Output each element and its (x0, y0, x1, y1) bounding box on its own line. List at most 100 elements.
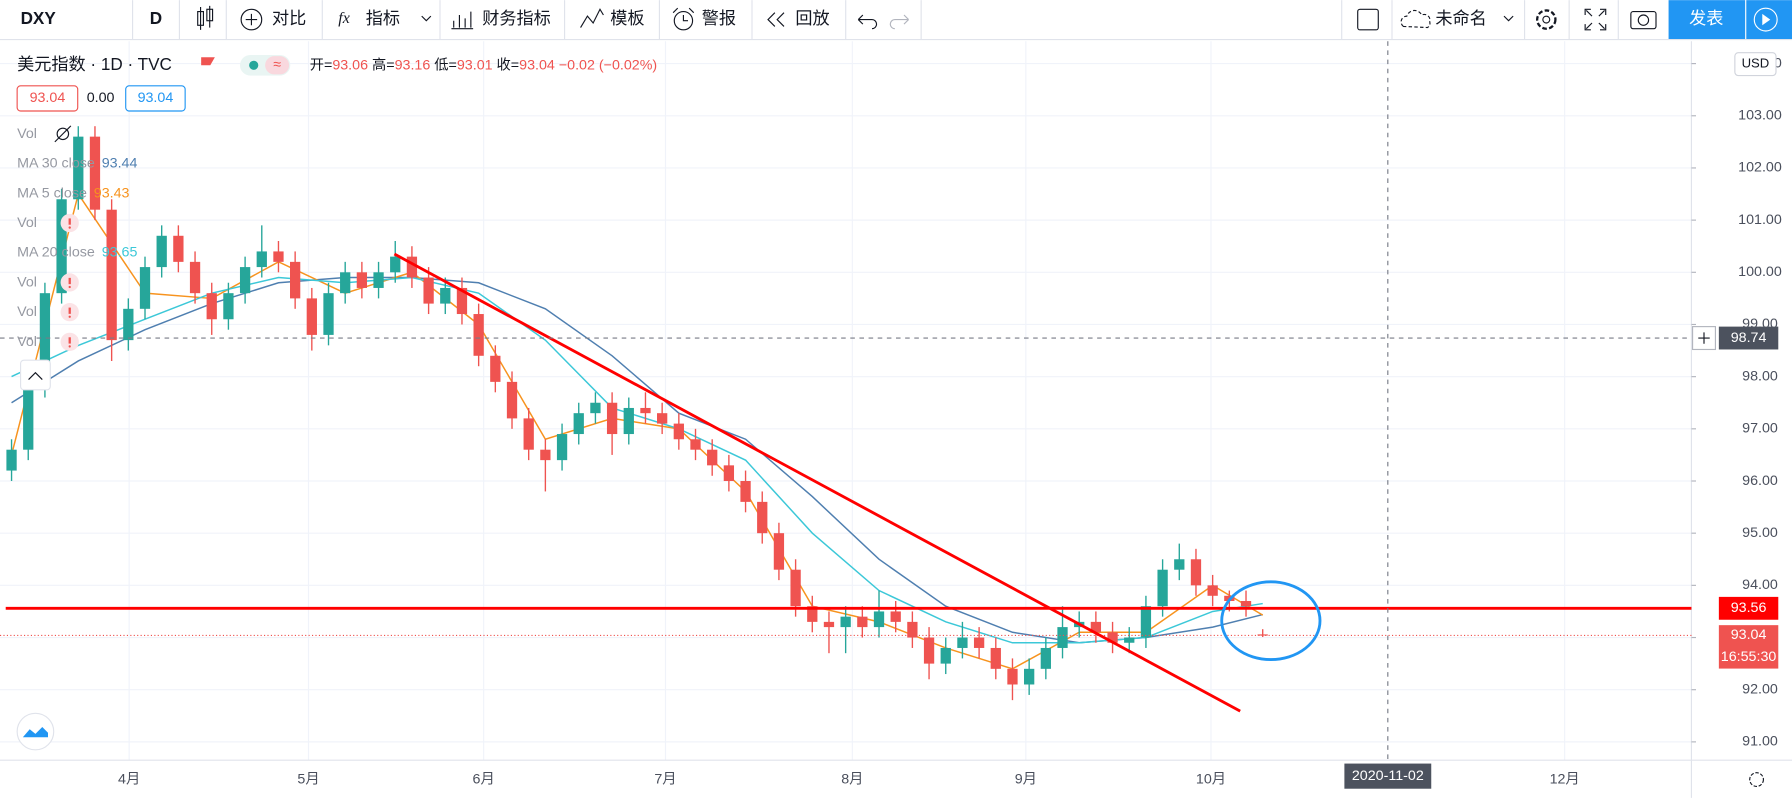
cloud-icon[interactable] (1400, 9, 1431, 29)
toolbar-item[interactable]: 指标 (366, 8, 400, 28)
candle-body (73, 136, 84, 200)
legend-title: 美元指数 · 1D · TVC (17, 54, 172, 74)
candle-body (540, 449, 551, 461)
y-tick-label: 101.00 (1738, 212, 1782, 228)
replay-icon[interactable] (767, 12, 785, 27)
ask-box[interactable] (125, 85, 186, 112)
play-icon (1753, 7, 1778, 32)
template-icon[interactable] (580, 8, 604, 28)
last-price-box (1718, 625, 1779, 669)
visibility-icon[interactable] (56, 127, 70, 141)
publish-label[interactable]: 发表 (1689, 8, 1723, 28)
candle-body (39, 293, 51, 388)
candle-body (56, 199, 67, 294)
candle-body (23, 387, 34, 450)
indicator-row[interactable]: Vol (17, 334, 37, 350)
candle-body (573, 413, 584, 435)
candle-body (123, 308, 134, 341)
dropdown-arrow[interactable] (1503, 15, 1514, 22)
bid-box[interactable] (16, 85, 79, 112)
candle-body (1190, 559, 1202, 586)
compare-icon[interactable] (240, 8, 263, 31)
candle-body (106, 209, 117, 341)
toolbar-item[interactable]: 财务指标 (482, 8, 551, 28)
collapse-arrow (28, 371, 43, 380)
toolbar-item[interactable]: 对比 (272, 8, 306, 28)
interval[interactable]: D (150, 8, 162, 28)
indicator-row[interactable]: Vol (17, 215, 37, 231)
ohlc-label: 高= (372, 56, 395, 73)
indicator-row[interactable]: Vol (17, 126, 37, 142)
candle-body (206, 293, 217, 320)
x-tick-label: 8月 (841, 771, 863, 787)
candle-body (156, 235, 167, 268)
currency: USD (1742, 56, 1770, 71)
indicator-name: Vol (17, 215, 37, 231)
y-tick-label: 94.00 (1742, 577, 1778, 593)
candle-body (89, 136, 101, 210)
candle-body (373, 272, 384, 288)
candle-body (907, 621, 918, 638)
flag-icon[interactable] (201, 57, 215, 66)
candle-body (590, 402, 601, 414)
toolbar-item[interactable]: 回放 (795, 8, 829, 28)
axis-settings[interactable] (1749, 772, 1764, 787)
layout-name[interactable]: 未命名 (1435, 8, 1486, 28)
indicator-row[interactable]: Vol (17, 274, 37, 290)
alert-icon[interactable] (673, 10, 694, 31)
candle-body (873, 611, 885, 628)
fullscreen-layout-icon[interactable] (1357, 8, 1379, 31)
financials-icon[interactable] (451, 11, 474, 30)
indicator-name: MA 30 close (17, 155, 95, 171)
candle-body (973, 637, 985, 648)
overlay: 2020-11-02 98.74 93.56 93.04 16:55:30 USD (0, 41, 1779, 789)
ohlc-value: 93.16 (395, 57, 431, 73)
candle-body (490, 355, 501, 382)
x-tick-label: 7月 (654, 771, 676, 787)
settings-button[interactable] (1536, 9, 1557, 30)
currency-box[interactable] (1734, 52, 1777, 77)
logo-button[interactable] (16, 712, 55, 751)
candle-body (523, 418, 534, 450)
toolbar-item[interactable]: 警报 (702, 8, 736, 28)
publish-button[interactable] (1668, 0, 1746, 40)
candle-body (1107, 632, 1118, 643)
compare-icon-plus (245, 13, 258, 26)
candle-body (757, 501, 768, 534)
indicator-row[interactable]: Vol (17, 304, 37, 320)
x-tick-label: 12月 (1550, 771, 1580, 787)
fullscreen-button[interactable] (1584, 8, 1607, 31)
toolbar-item[interactable]: 模板 (610, 8, 644, 28)
y-tick-label: 103.00 (1738, 108, 1782, 124)
y-tick-label: 95.00 (1742, 525, 1778, 541)
indicator-row[interactable]: MA 5 close 93.43 (17, 185, 129, 201)
indicator-icon[interactable]: fx (338, 10, 350, 27)
undo-button[interactable] (857, 14, 878, 30)
dropdown-arrow[interactable] (421, 15, 432, 22)
screenshot-button[interactable] (1630, 11, 1657, 30)
chart-style-icon[interactable] (197, 5, 214, 30)
candle-body (440, 287, 451, 304)
error-dot (68, 315, 71, 318)
y-tick-label: 98.00 (1742, 368, 1778, 384)
candle-body (323, 293, 334, 335)
candle-body (940, 647, 951, 664)
redo-button[interactable] (889, 14, 909, 30)
candle-body (356, 272, 368, 288)
candle-body (923, 637, 935, 664)
crosshair-price-label: 98.74 (1731, 330, 1767, 346)
indicator-row[interactable]: MA 30 close 93.44 (17, 155, 137, 171)
collapse-button[interactable] (19, 359, 51, 391)
delay-badge (265, 56, 290, 75)
candle-body (273, 251, 284, 262)
symbol[interactable]: DXY (21, 8, 57, 28)
play-icon-arrow (1762, 13, 1771, 26)
indicator-row[interactable]: MA 20 close 93.65 (17, 244, 137, 260)
error-dot (68, 285, 71, 289)
candle-body (256, 251, 267, 268)
trend-line (393, 252, 1241, 713)
candle-body (807, 606, 818, 622)
ohlc-readout: 开=93.06 高=93.16 低=93.01 收=93.04 −0.02 (−… (310, 56, 657, 73)
